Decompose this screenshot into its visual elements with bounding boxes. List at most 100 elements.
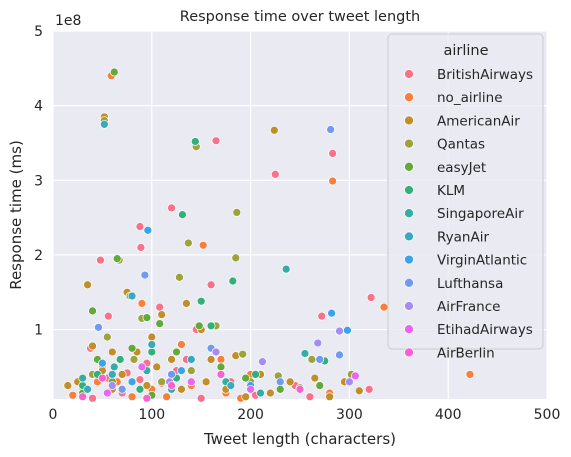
legend-label: AmericanAir (437, 113, 520, 129)
data-point (310, 373, 320, 383)
data-point (366, 293, 376, 302)
data-point (127, 343, 137, 353)
data-point (285, 377, 295, 387)
legend-label: SingaporeAir (437, 206, 524, 222)
legend-marker (404, 277, 414, 288)
data-point (190, 137, 200, 146)
data-point (127, 392, 137, 402)
data-point (275, 377, 285, 387)
data-point (117, 370, 127, 379)
data-point (142, 393, 152, 403)
data-point (364, 384, 374, 394)
x-tick-labels: 0 100 200 300 400 500 (49, 407, 561, 423)
data-point (177, 384, 186, 394)
data-point (228, 276, 238, 286)
data-point (147, 340, 157, 349)
data-point (241, 392, 251, 402)
data-point (295, 384, 305, 394)
data-point (211, 347, 221, 357)
data-point (216, 362, 226, 372)
data-point (186, 355, 196, 364)
data-point (127, 291, 137, 301)
data-point (196, 296, 206, 306)
legend-label: no_airline (437, 90, 503, 106)
data-point (155, 319, 165, 328)
data-point (258, 357, 267, 367)
data-point (162, 392, 171, 402)
data-point (109, 362, 119, 372)
legend-box (387, 33, 544, 350)
data-point (137, 299, 147, 308)
data-point (305, 392, 315, 402)
data-point (345, 377, 354, 387)
legend-label: VirginAtlantic (437, 253, 527, 269)
data-point (96, 255, 105, 265)
data-point (178, 210, 187, 219)
data-point (117, 384, 127, 394)
data-point (98, 373, 107, 383)
data-point (184, 238, 193, 248)
data-point (354, 386, 364, 396)
data-point (241, 373, 251, 383)
legend-marker (404, 138, 414, 149)
data-point (300, 349, 310, 358)
chart-title: Response time over tweet length (180, 9, 420, 25)
data-point (88, 306, 97, 316)
data-point (238, 349, 248, 359)
y-tick-label: 3 (34, 173, 43, 189)
data-point (115, 355, 125, 364)
legend-title: airline (443, 43, 488, 59)
data-point (201, 377, 211, 387)
data-point (135, 375, 145, 384)
data-point (103, 311, 113, 321)
legend-marker (404, 208, 414, 219)
y-tick-labels: 1 2 3 4 5 (34, 24, 43, 339)
data-point (270, 169, 280, 179)
legend-label: RyanAir (437, 229, 489, 245)
y-axis-title: Response time (ms) (7, 140, 25, 290)
data-point (152, 362, 162, 372)
data-point (78, 392, 87, 402)
data-point (335, 326, 344, 336)
y-tick-label: 2 (34, 248, 43, 264)
data-point (307, 355, 317, 364)
data-point (206, 355, 216, 364)
legend-marker (404, 231, 414, 242)
data-point (88, 393, 97, 403)
data-point (167, 355, 176, 364)
data-point (107, 347, 117, 357)
data-point (94, 322, 103, 332)
data-point (232, 208, 242, 217)
legend-marker (404, 301, 414, 311)
legend: airline BritishAirways no_airline American… (387, 33, 544, 361)
data-point (327, 308, 336, 318)
data-point (211, 136, 221, 146)
legend-marker (404, 115, 414, 126)
data-point (186, 366, 196, 375)
data-point (281, 264, 291, 274)
data-point (175, 272, 184, 282)
data-point (107, 370, 117, 379)
data-point (266, 388, 275, 398)
legend-marker (404, 347, 414, 358)
data-point (251, 370, 260, 379)
data-point (102, 332, 112, 342)
data-point (102, 388, 112, 398)
data-point (182, 299, 191, 308)
data-point (83, 384, 92, 394)
data-point (194, 321, 204, 331)
legend-label: BritishAirways (437, 67, 533, 83)
data-point (275, 384, 285, 394)
data-point (177, 340, 186, 349)
data-point (196, 393, 206, 403)
data-point (112, 254, 122, 264)
data-point (325, 392, 334, 402)
data-point (315, 381, 325, 390)
legend-marker (404, 254, 414, 265)
x-tick-label: 400 (435, 407, 462, 423)
data-point (313, 338, 323, 348)
x-tick-label: 0 (49, 407, 58, 423)
data-point (216, 370, 226, 379)
data-point (206, 280, 216, 290)
y-offset-label: 1e8 (55, 13, 81, 29)
